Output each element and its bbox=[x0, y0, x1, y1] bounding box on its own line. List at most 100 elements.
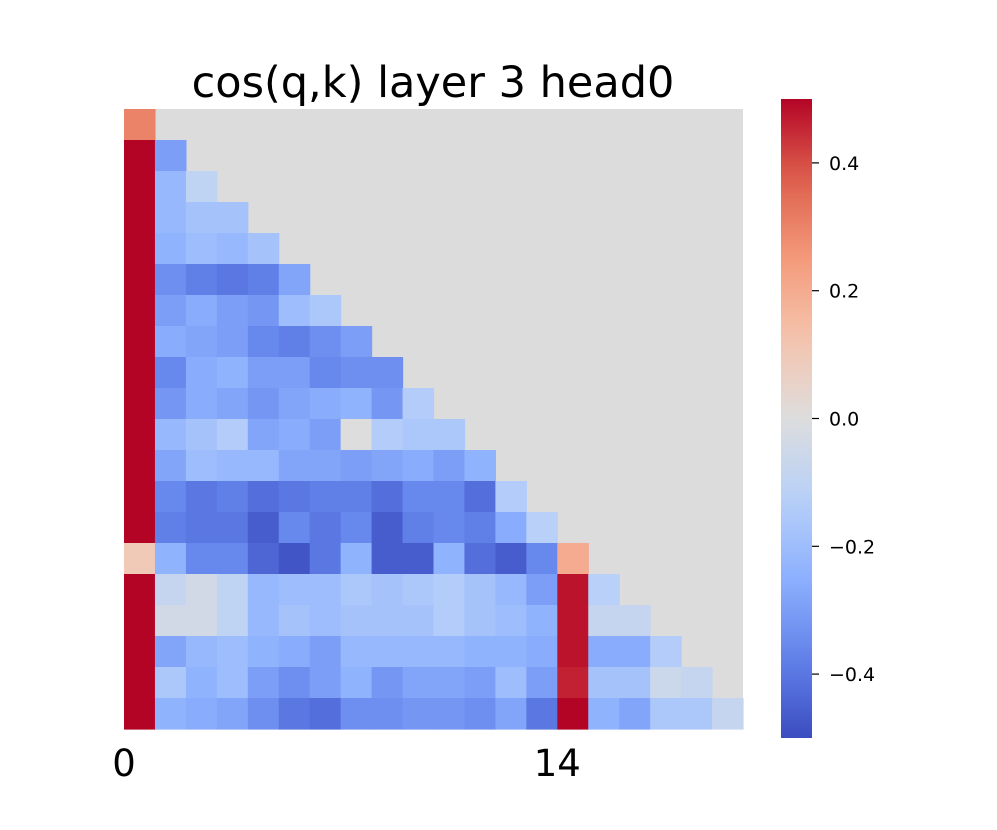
heatmap-cell bbox=[247, 388, 280, 420]
heatmap-cell bbox=[588, 574, 620, 606]
heatmap-cell bbox=[278, 450, 311, 482]
heatmap-cell bbox=[154, 636, 187, 668]
heatmap-cell bbox=[371, 605, 404, 637]
heatmap-cell bbox=[309, 667, 342, 699]
heatmap-cell bbox=[154, 171, 187, 203]
x-axis-ticks: 0 14 bbox=[112, 742, 581, 785]
heatmap-cell bbox=[433, 419, 466, 451]
heatmap-cell bbox=[464, 636, 496, 668]
heatmap-cell bbox=[185, 450, 218, 482]
heatmap-cell bbox=[185, 698, 218, 730]
heatmap-cell bbox=[247, 512, 280, 544]
heatmap-cell bbox=[185, 233, 218, 265]
heatmap-cell bbox=[402, 698, 435, 730]
heatmap-cell bbox=[309, 326, 342, 358]
heatmap-cell bbox=[185, 202, 218, 234]
heatmap-cell bbox=[216, 698, 249, 730]
heatmap-cell bbox=[124, 636, 156, 668]
heatmap-cell bbox=[402, 481, 435, 513]
heatmap-cell bbox=[526, 698, 558, 730]
heatmap-cell bbox=[185, 667, 218, 699]
heatmap-cell bbox=[309, 574, 342, 606]
heatmap-cell bbox=[402, 605, 435, 637]
heatmap-cell bbox=[185, 543, 218, 575]
heatmap-cell bbox=[185, 574, 218, 606]
heatmap-cell bbox=[154, 698, 187, 730]
heatmap-cell bbox=[340, 698, 373, 730]
heatmap-cell bbox=[247, 450, 280, 482]
heatmap-cell bbox=[371, 388, 404, 420]
heatmap-cell bbox=[557, 667, 589, 699]
heatmap-cell bbox=[588, 605, 620, 637]
heatmap-cell bbox=[247, 295, 280, 327]
heatmap-cell bbox=[216, 667, 249, 699]
heatmap-cell bbox=[247, 543, 280, 575]
heatmap-cell bbox=[309, 450, 342, 482]
heatmap-cell bbox=[154, 264, 187, 296]
heatmap-cell bbox=[371, 667, 404, 699]
heatmap-cell bbox=[309, 419, 342, 451]
heatmap-cell bbox=[278, 295, 311, 327]
heatmap-cell bbox=[124, 109, 156, 141]
heatmap-cell bbox=[433, 512, 466, 544]
chart-title: cos(q,k) layer 3 head0 bbox=[192, 58, 675, 108]
heatmap-cell bbox=[154, 357, 187, 389]
heatmap-cell bbox=[588, 636, 620, 668]
heatmap-cell bbox=[309, 357, 342, 389]
heatmap-cell bbox=[278, 667, 311, 699]
heatmap-cell bbox=[216, 264, 249, 296]
heatmap-cell bbox=[464, 605, 496, 637]
heatmap-cells bbox=[124, 109, 744, 730]
heatmap-cell bbox=[557, 543, 589, 575]
heatmap-cell bbox=[185, 419, 218, 451]
heatmap-cell bbox=[557, 605, 589, 637]
heatmap-cell bbox=[588, 698, 620, 730]
heatmap-cell bbox=[340, 543, 373, 575]
heatmap-cell bbox=[557, 698, 589, 730]
x-tick-label: 14 bbox=[534, 742, 581, 785]
heatmap-cell bbox=[371, 450, 404, 482]
heatmap-cell bbox=[371, 698, 404, 730]
heatmap-cell bbox=[185, 388, 218, 420]
heatmap-cell bbox=[309, 388, 342, 420]
colorbar-tick-label: 0.2 bbox=[829, 281, 859, 303]
heatmap-cell bbox=[557, 574, 589, 606]
heatmap-cell bbox=[278, 326, 311, 358]
heatmap-cell bbox=[154, 388, 187, 420]
heatmap-cell bbox=[124, 357, 156, 389]
heatmap-cell bbox=[495, 667, 527, 699]
heatmap-cell bbox=[154, 202, 187, 234]
heatmap-cell bbox=[402, 512, 435, 544]
heatmap-cell bbox=[619, 698, 651, 730]
heatmap-cell bbox=[371, 357, 404, 389]
heatmap-cell bbox=[650, 636, 682, 668]
heatmap-cell bbox=[216, 233, 249, 265]
heatmap-cell bbox=[309, 698, 342, 730]
heatmap-cell bbox=[464, 481, 496, 513]
heatmap-cell bbox=[185, 357, 218, 389]
heatmap-cell bbox=[278, 698, 311, 730]
heatmap-cell bbox=[433, 698, 466, 730]
heatmap-cell bbox=[495, 512, 527, 544]
heatmap-cell bbox=[371, 419, 404, 451]
heatmap-cell bbox=[124, 698, 156, 730]
heatmap-cell bbox=[557, 636, 589, 668]
colorbar bbox=[781, 99, 812, 738]
heatmap-cell bbox=[433, 574, 466, 606]
heatmap-cell bbox=[124, 481, 156, 513]
heatmap-cell bbox=[154, 481, 187, 513]
heatmap-cell bbox=[216, 543, 249, 575]
heatmap-cell bbox=[185, 295, 218, 327]
heatmap-cell bbox=[340, 419, 373, 451]
heatmap-cell bbox=[154, 543, 187, 575]
heatmap-cell bbox=[247, 636, 280, 668]
heatmap-cell bbox=[185, 512, 218, 544]
heatmap-cell bbox=[526, 605, 558, 637]
heatmap-cell bbox=[402, 419, 435, 451]
heatmap-cell bbox=[216, 202, 249, 234]
heatmap-cell bbox=[433, 605, 466, 637]
heatmap-cell bbox=[340, 605, 373, 637]
heatmap-cell bbox=[154, 605, 187, 637]
heatmap-cell bbox=[185, 326, 218, 358]
heatmap-cell bbox=[185, 481, 218, 513]
